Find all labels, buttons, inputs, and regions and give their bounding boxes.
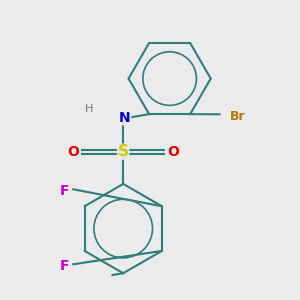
Text: O: O	[67, 145, 79, 159]
Text: H: H	[85, 104, 94, 114]
Text: S: S	[118, 144, 129, 159]
Text: F: F	[59, 184, 69, 198]
Text: N: N	[119, 111, 131, 125]
Text: O: O	[167, 145, 179, 159]
Text: F: F	[59, 259, 69, 273]
Text: Br: Br	[230, 110, 246, 123]
